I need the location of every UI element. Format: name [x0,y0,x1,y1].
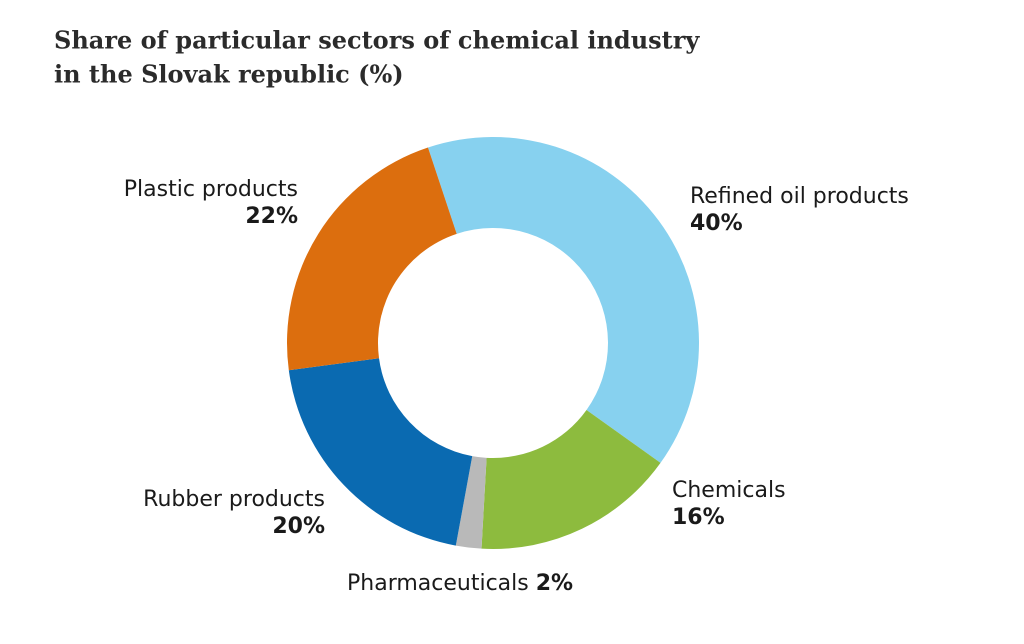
chart-title: Share of particular sectors of chemical … [54,26,700,55]
category-label: Plastic products [124,177,298,202]
donut-segment [287,147,457,371]
chart-title: in the Slovak republic (%) [54,60,404,89]
value-label: 2% [536,571,573,596]
donut-segment [427,136,699,463]
category-label: Chemicals [672,478,786,503]
donut-segment [481,409,661,549]
category-label: Refined oil products [690,184,909,209]
value-label: 40% [690,211,743,236]
category-label: Rubber products [143,487,325,512]
category-label: Pharmaceuticals [347,571,529,596]
value-label: 22% [245,204,298,229]
donut-segment [455,456,487,549]
slice-label: Pharmaceuticals 2% [347,571,573,596]
donut-segment [288,358,473,546]
value-label: 16% [672,505,725,530]
value-label: 20% [272,514,325,539]
